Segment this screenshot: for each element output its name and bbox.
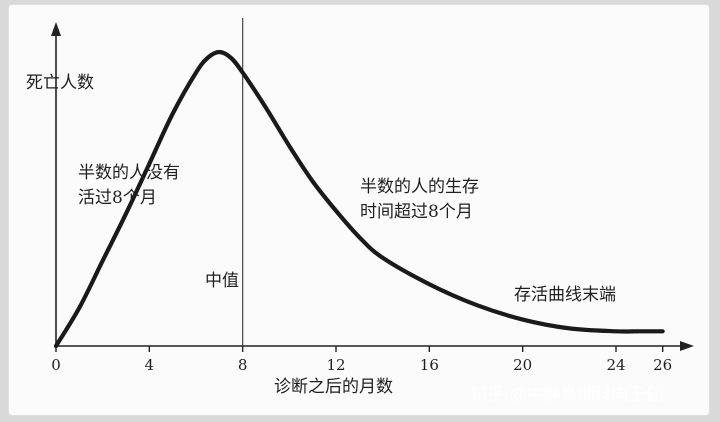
watermark: 知乎 @中肿鼻咽科向王任 (470, 385, 662, 405)
annotation-right-line1: 半数的人的生存 (360, 177, 479, 197)
x-axis-arrow (680, 341, 694, 351)
annotation-left-line1: 半数的人没有 (78, 163, 180, 183)
annotation-left-line2: 活过8个月 (78, 188, 157, 208)
y-axis-arrow (51, 22, 61, 36)
x-tick-label: 26 (653, 356, 672, 374)
x-tick-label: 0 (51, 356, 61, 374)
annotation-tail: 存活曲线末端 (514, 285, 616, 305)
annotation-right-line2: 时间超过8个月 (360, 202, 473, 222)
y-axis-label: 死亡人数 (26, 73, 94, 93)
x-tick-label: 24 (606, 356, 625, 374)
x-tick-label: 12 (326, 356, 345, 374)
x-axis-label: 诊断之后的月数 (274, 377, 393, 397)
x-tick-label: 4 (145, 356, 155, 374)
median-label: 中值 (205, 271, 239, 291)
x-tick-label: 8 (238, 356, 248, 374)
chart-frame (8, 4, 710, 416)
x-tick-label: 20 (513, 356, 532, 374)
x-tick-label: 16 (420, 356, 439, 374)
survival-curve (53, 49, 665, 349)
x-ticks: 0 4 8 12 16 20 24 26 (51, 346, 672, 374)
